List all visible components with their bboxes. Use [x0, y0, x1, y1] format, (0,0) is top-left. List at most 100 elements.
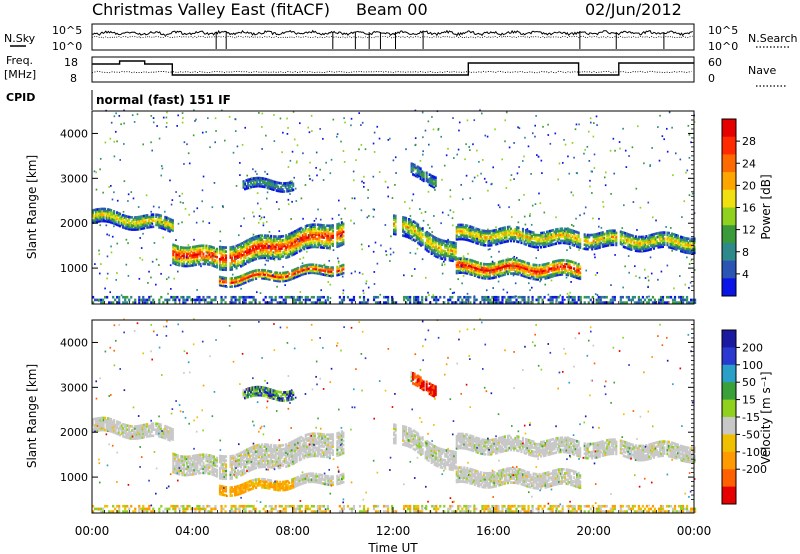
power-cell: [268, 256, 271, 260]
power-cell: [678, 247, 681, 250]
power-cell: [255, 271, 258, 274]
power-cell: [673, 235, 677, 239]
power-cell: [122, 226, 125, 229]
power-cell: [173, 250, 176, 253]
power-cell: [520, 231, 523, 235]
power-cell: [535, 271, 538, 275]
power-cell: [249, 187, 251, 190]
power-cell: [552, 237, 555, 240]
power-cell: [558, 271, 561, 275]
power-cell: [437, 127, 440, 130]
power-cell: [472, 226, 475, 230]
power-cell: [159, 222, 162, 226]
power-cell: [565, 227, 568, 231]
power-cell: [439, 256, 442, 260]
power-cell: [511, 257, 514, 260]
power-cell: [265, 240, 268, 244]
power-cell: [298, 235, 301, 239]
power-cell: [272, 180, 275, 183]
power-cell: [276, 285, 278, 288]
power-cell: [598, 244, 601, 247]
power-cell: [292, 188, 295, 192]
power-cell: [444, 250, 447, 253]
power-cell: [310, 271, 313, 275]
power-cell: [138, 219, 141, 223]
power-cell: [301, 240, 304, 243]
power-cell: [208, 295, 211, 299]
power-cell: [286, 132, 289, 135]
power-cell: [417, 295, 420, 299]
power-cell: [554, 132, 557, 135]
power-cell: [298, 227, 301, 231]
power-cell: [600, 241, 603, 245]
power-cell: [424, 276, 427, 279]
power-cell: [270, 238, 273, 242]
power-cell: [158, 213, 161, 217]
power-cell: [419, 301, 422, 304]
power-cell: [259, 292, 262, 295]
power-cell: [601, 235, 604, 238]
power-cell: [651, 147, 653, 149]
power-cell: [411, 275, 413, 277]
power-cell: [508, 237, 511, 241]
power-cell: [413, 165, 416, 169]
power-cell: [292, 301, 295, 304]
power-cell: [567, 232, 570, 235]
power-cell: [426, 238, 429, 242]
power-cell: [259, 234, 262, 237]
power-cell: [455, 234, 458, 237]
power-cell: [113, 218, 116, 221]
power-cell: [684, 243, 687, 246]
power-cell: [430, 244, 433, 247]
power-cell: [455, 257, 458, 261]
power-cell: [520, 269, 523, 273]
power-cell: [473, 270, 475, 273]
power-cell: [261, 112, 264, 115]
power-cell: [295, 249, 298, 253]
power-cell: [191, 253, 194, 257]
power-cell: [173, 248, 176, 251]
power-cell: [262, 270, 265, 274]
power-cell: [240, 287, 242, 290]
power-cell: [439, 246, 442, 250]
power-cell: [214, 261, 217, 264]
power-cell: [403, 232, 406, 236]
power-cell: [444, 243, 447, 247]
power-cell: [420, 233, 423, 237]
power-cell: [529, 244, 532, 248]
power-cell: [239, 161, 241, 164]
power-cell: [315, 237, 318, 241]
power-cell: [610, 284, 612, 287]
power-cell: [441, 243, 444, 246]
power-cell: [555, 295, 558, 299]
power-cell: [513, 295, 516, 299]
power-cell: [561, 273, 564, 276]
power-cell: [547, 244, 550, 248]
power-cell: [438, 240, 441, 243]
power-cell: [521, 270, 525, 273]
power-cell: [468, 229, 471, 232]
power-cell: [541, 241, 544, 245]
power-cell: [469, 231, 472, 235]
power-cell: [450, 249, 453, 252]
power-cell: [181, 248, 184, 251]
power-cell: [633, 241, 636, 244]
power-cell: [128, 217, 131, 221]
power-cell: [303, 245, 306, 249]
power-cell: [534, 124, 536, 127]
power-cell: [510, 174, 513, 176]
power-cell: [570, 230, 573, 234]
power-cell: [543, 211, 546, 214]
power-cell: [431, 183, 434, 186]
power-cell: [453, 249, 456, 253]
power-cell: [500, 229, 503, 232]
power-cell: [178, 258, 181, 260]
power-cell: [497, 232, 500, 235]
power-cell: [275, 181, 278, 184]
power-cell: [660, 270, 663, 273]
power-cell: [496, 273, 499, 277]
power-cell: [150, 276, 152, 279]
power-cell: [279, 247, 282, 251]
power-cell: [577, 272, 580, 276]
power-cell: [110, 301, 113, 304]
